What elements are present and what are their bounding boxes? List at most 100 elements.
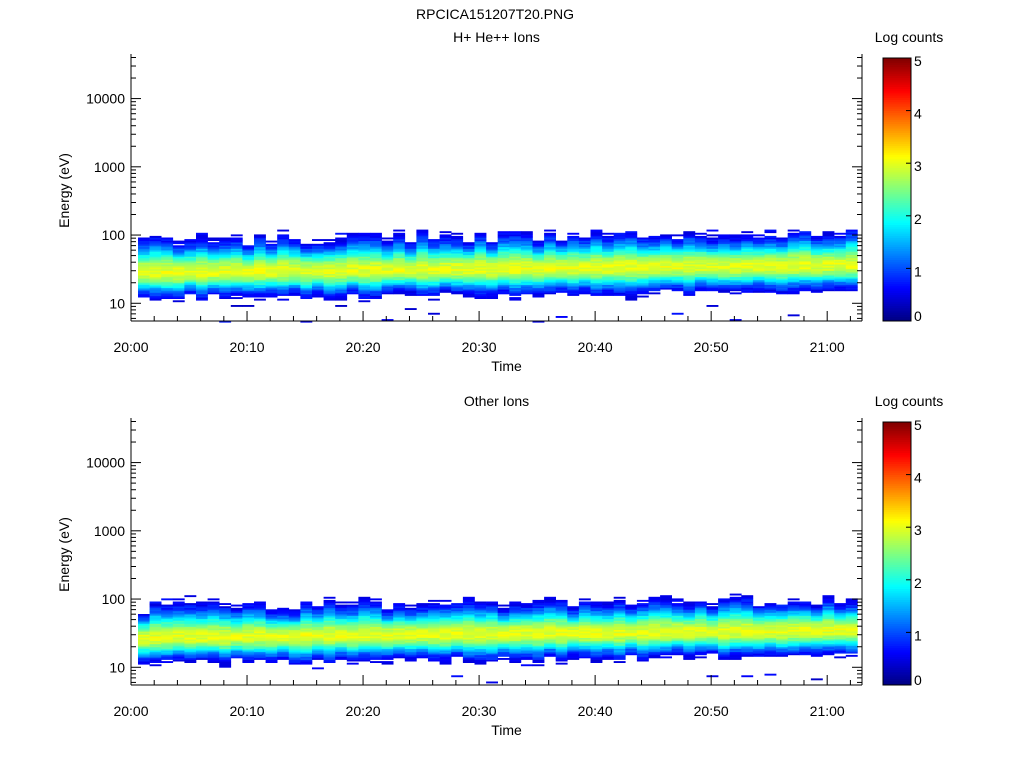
heatmap-cell xyxy=(323,648,336,651)
heatmap-cell xyxy=(393,637,406,640)
heatmap-cell xyxy=(590,283,603,285)
heatmap-cell xyxy=(462,598,475,601)
heatmap-cell xyxy=(578,275,591,278)
heatmap-cell xyxy=(370,629,382,632)
colorbar-segment xyxy=(883,77,911,81)
heatmap-cell xyxy=(706,675,719,678)
heatmap-cell xyxy=(393,240,406,243)
heatmap-cell xyxy=(764,251,777,254)
heatmap-cell xyxy=(172,283,185,285)
heatmap-cell xyxy=(834,276,847,279)
heatmap-cell xyxy=(776,617,788,620)
heatmap-cell xyxy=(346,604,359,607)
heatmap-cell xyxy=(509,239,522,241)
heatmap-cell xyxy=(509,284,522,287)
heatmap-cell xyxy=(660,617,672,620)
heatmap-cell xyxy=(149,601,162,604)
heatmap-cell xyxy=(555,610,568,613)
heatmap-cell xyxy=(509,634,522,637)
heatmap-cell xyxy=(613,639,626,642)
heatmap-cell xyxy=(323,276,336,279)
heatmap-cell xyxy=(660,623,672,626)
heatmap-cell xyxy=(346,243,359,246)
heatmap-cell xyxy=(149,253,162,256)
heatmap-cell xyxy=(172,656,185,659)
heatmap-cell xyxy=(555,614,568,616)
heatmap-cell xyxy=(497,248,510,251)
heatmap-cell xyxy=(370,607,382,610)
heatmap-cell xyxy=(718,273,730,276)
heatmap-cell xyxy=(172,275,185,278)
heatmap-cell xyxy=(149,237,162,240)
heatmap-cell xyxy=(254,653,266,656)
heatmap-cell xyxy=(822,612,835,615)
heatmap-cell xyxy=(277,265,290,268)
heatmap-cell xyxy=(346,265,359,268)
heatmap-cell xyxy=(509,292,522,295)
heatmap-cell xyxy=(265,609,278,612)
heatmap-cell xyxy=(242,628,255,631)
heatmap-cell xyxy=(462,294,475,296)
heatmap-cell xyxy=(845,623,858,626)
heatmap-cell xyxy=(416,283,429,285)
heatmap-cell xyxy=(787,256,800,259)
heatmap-cell xyxy=(161,661,174,663)
heatmap-cell xyxy=(370,294,382,296)
heatmap-cell xyxy=(718,283,730,285)
heatmap-cell xyxy=(555,620,568,623)
heatmap-cell xyxy=(288,645,301,648)
heatmap-cell xyxy=(312,650,324,653)
heatmap-cell xyxy=(335,290,348,293)
heatmap-cell xyxy=(323,626,336,629)
heatmap-cell xyxy=(613,261,626,263)
heatmap-cell xyxy=(393,640,406,643)
heatmap-cell xyxy=(230,281,243,284)
heatmap-cell xyxy=(718,268,730,271)
heatmap-cell xyxy=(532,259,545,262)
heatmap-cell xyxy=(718,631,730,634)
heatmap-cell xyxy=(636,246,649,249)
heatmap-cell xyxy=(149,625,162,627)
heatmap-cell xyxy=(706,621,719,624)
heatmap-cell xyxy=(416,232,429,235)
heatmap-cell xyxy=(741,279,754,282)
heatmap-cell xyxy=(729,654,742,657)
heatmap-cell xyxy=(776,625,788,627)
heatmap-cell xyxy=(358,286,371,289)
heatmap-cell xyxy=(462,618,475,621)
heatmap-cell xyxy=(683,235,696,238)
heatmap-cell xyxy=(451,254,464,257)
colorbar-segment xyxy=(883,163,911,166)
heatmap-cell xyxy=(718,658,730,660)
heatmap-cell xyxy=(149,632,162,635)
heatmap-cell xyxy=(613,243,626,246)
heatmap-cell xyxy=(172,620,185,623)
heatmap-cell xyxy=(277,290,290,293)
heatmap-cell xyxy=(718,250,730,252)
heatmap-cell xyxy=(694,279,707,282)
heatmap-cell xyxy=(254,648,266,651)
heatmap-cell xyxy=(625,243,638,246)
heatmap-cell xyxy=(532,283,545,285)
heatmap-cell xyxy=(497,286,510,289)
heatmap-cell xyxy=(834,625,847,627)
heatmap-cell xyxy=(613,607,626,610)
heatmap-cell xyxy=(474,631,487,634)
heatmap-cell xyxy=(138,656,150,659)
heatmap-cell xyxy=(636,654,649,657)
colorbar-segment xyxy=(883,277,911,280)
heatmap-cell xyxy=(834,607,847,610)
heatmap-cell xyxy=(486,631,498,634)
heatmap-cell xyxy=(254,642,266,645)
heatmap-cell xyxy=(393,628,406,631)
heatmap-cell xyxy=(613,275,626,278)
heatmap-cell xyxy=(764,618,777,621)
heatmap-cell xyxy=(172,607,185,610)
heatmap-cell xyxy=(462,637,475,640)
heatmap-cell xyxy=(590,642,603,645)
heatmap-cell xyxy=(486,650,498,653)
heatmap-cell xyxy=(613,253,626,256)
heatmap-cell xyxy=(845,284,858,287)
heatmap-cell xyxy=(613,603,626,605)
heatmap-cell xyxy=(335,248,348,251)
